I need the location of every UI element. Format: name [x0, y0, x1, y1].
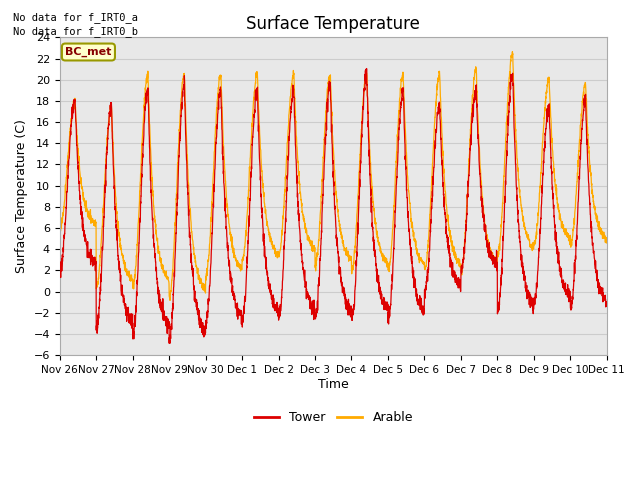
Title: Surface Temperature: Surface Temperature [246, 15, 420, 33]
X-axis label: Time: Time [318, 378, 349, 391]
Text: BC_met: BC_met [65, 47, 111, 57]
Text: No data for f_IRT0_a: No data for f_IRT0_a [13, 12, 138, 23]
Legend: Tower, Arable: Tower, Arable [248, 406, 418, 429]
Y-axis label: Surface Temperature (C): Surface Temperature (C) [15, 120, 28, 273]
Text: No data for f_IRT0_b: No data for f_IRT0_b [13, 26, 138, 37]
